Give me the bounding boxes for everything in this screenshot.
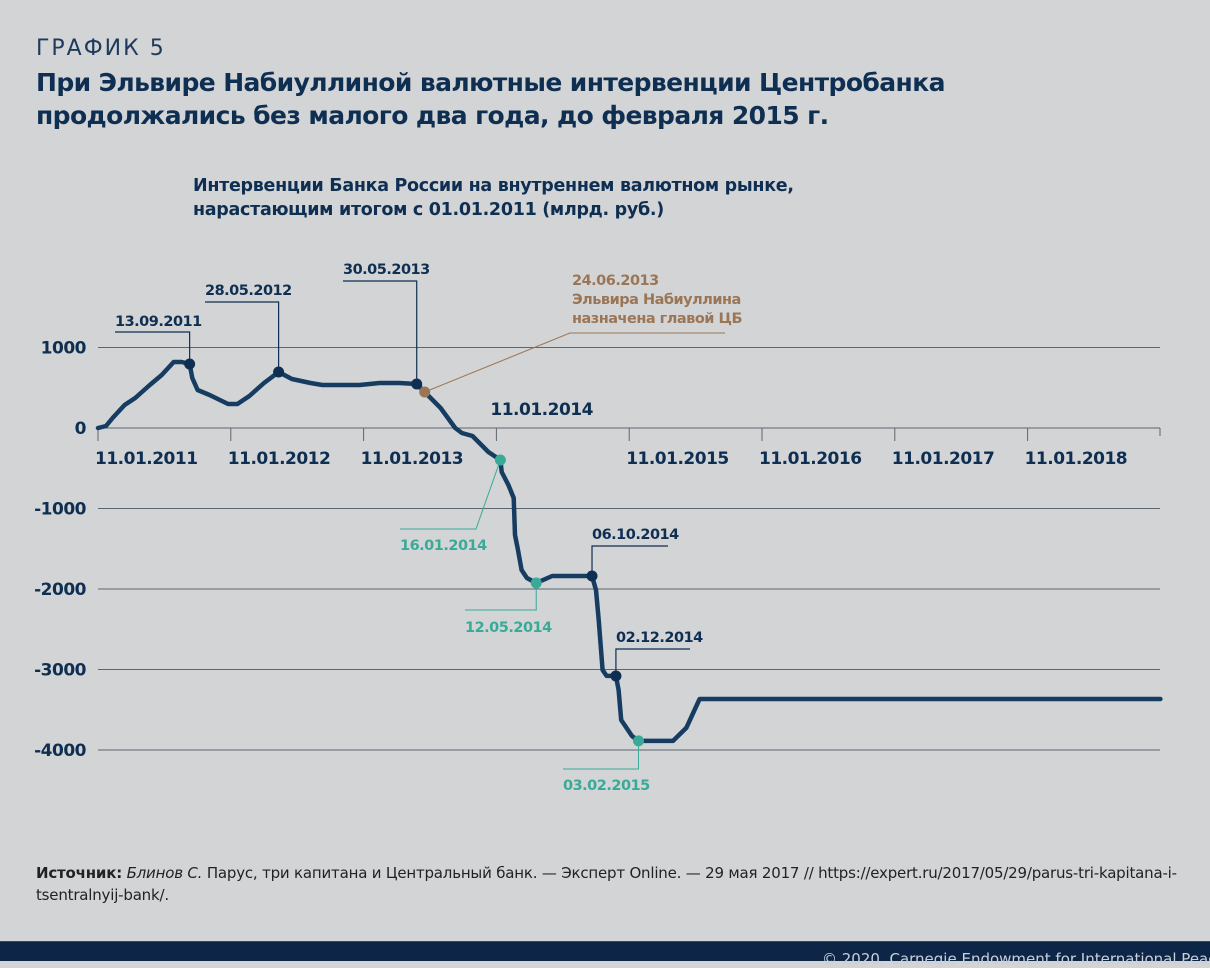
x-tick-label: 11.01.2016 [759,449,862,469]
annotation-label: назначена главой ЦБ [572,311,742,327]
annotation-leader [205,301,280,372]
annotation-label: 30.05.2013 [343,262,430,278]
x-tick-label: 11.01.2017 [892,449,995,469]
data-point-marker [411,378,423,390]
source-text: Парус, три капитана и Центральный банк. … [36,864,1177,904]
data-point-marker [419,386,431,398]
x-tick-label: 11.01.2015 [626,449,729,469]
data-point-marker [586,570,598,582]
annotation-label: 24.06.2013 [572,273,659,289]
annotation-label: 06.10.2014 [592,527,679,543]
chart-title-line2: нарастающим итогом с 01.01.2011 (млрд. р… [193,200,664,220]
data-point-marker [494,454,506,466]
annotation-label: 28.05.2012 [205,283,292,299]
y-tick-label: 1000 [41,339,87,359]
annotation-label: 12.05.2014 [465,620,552,636]
data-point-marker [610,670,622,682]
annotation-label: 13.09.2011 [115,314,202,330]
annotation-label: 16.01.2014 [400,538,487,554]
x-tick-label: 11.01.2013 [361,449,464,469]
chart-kicker: ГРАФИК 5 [36,36,166,61]
annotation-label: 03.02.2015 [563,778,650,794]
annotation-leader [563,740,639,770]
y-tick-label: -1000 [34,500,87,520]
data-point-marker [273,366,285,378]
chart-headline: При Эльвире Набиуллиной валютные интерве… [36,68,945,130]
annotation-label: Эльвира Набиуллина [572,292,741,308]
chart-title: Интервенции Банка России на внутреннем в… [193,174,794,222]
copyright: © 2020, Carnegie Endowment for Internati… [822,950,1210,968]
annotation-leader [424,332,725,393]
footer-bar: © 2020, Carnegie Endowment for Internati… [0,941,1210,968]
annotation-leader [400,459,501,530]
x-tick-label: 11.01.2012 [228,449,331,469]
annotation-label: 02.12.2014 [616,630,703,646]
x-tick-label: 11.01.2011 [95,449,198,469]
y-tick-label: 0 [75,419,87,439]
data-point-marker [632,735,644,747]
x-tick-label: 11.01.2018 [1025,449,1128,469]
x-tick-label: 11.01.2014 [490,400,593,420]
annotation-leader [465,582,537,611]
data-point-marker [530,577,542,589]
y-tick-label: -4000 [34,741,87,761]
chart-title-line1: Интервенции Банка России на внутреннем в… [193,176,794,196]
series-line [95,359,1163,744]
source-author: Блинов С. [126,864,203,882]
source-label: Источник: [36,864,122,882]
annotation-leader [115,331,191,365]
annotation-leader [615,648,690,676]
annotation-leader [591,545,668,576]
data-point-marker [184,358,196,370]
source-note: Источник: Блинов С. Парус, три капитана … [36,862,1210,906]
y-tick-label: -2000 [34,580,87,600]
y-tick-label: -3000 [34,661,87,681]
annotation-leader [343,280,418,385]
